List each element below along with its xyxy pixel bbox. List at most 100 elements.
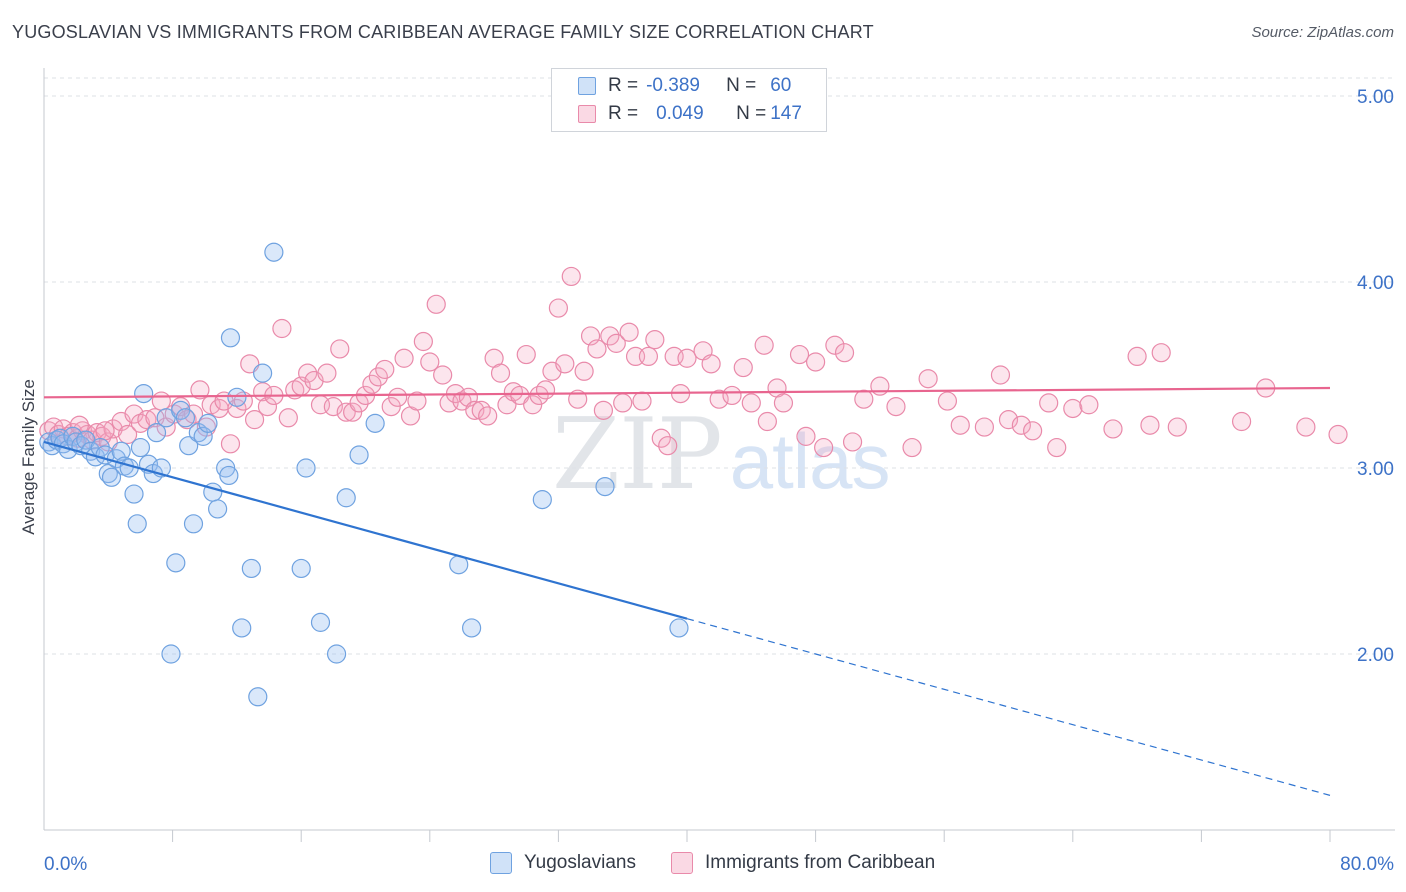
watermark-atlas: atlas <box>729 417 891 505</box>
caribbean-point <box>478 406 498 426</box>
caribbean-point <box>990 365 1011 385</box>
yugoslavian-point <box>326 644 347 664</box>
caribbean-point <box>317 363 337 383</box>
caribbean-point <box>645 330 665 350</box>
yugoslavian-point <box>220 328 241 348</box>
legend-swatch-pink <box>578 105 596 123</box>
legend-n-label: N = <box>726 75 757 96</box>
caribbean-point <box>272 318 292 339</box>
legend-r-value: 0.049 <box>656 103 704 124</box>
yugoslavian-point <box>175 408 196 428</box>
caribbean-point <box>613 393 633 413</box>
y-tick-label: 2.00 <box>1357 645 1394 666</box>
y-tick-label: 4.00 <box>1357 273 1394 294</box>
yugoslavian-point <box>227 387 247 407</box>
caribbean-point <box>937 391 958 411</box>
caribbean-point <box>95 421 115 441</box>
caribbean-point <box>240 354 260 374</box>
yugoslavian-point <box>232 618 252 638</box>
caribbean-point <box>227 398 247 419</box>
caribbean-point <box>587 339 607 359</box>
caribbean-point <box>789 344 810 365</box>
caribbean-point <box>974 417 994 437</box>
caribbean-point <box>1079 395 1099 415</box>
caribbean-point <box>825 335 845 355</box>
caribbean-point <box>244 410 265 430</box>
caribbean-point <box>870 376 890 396</box>
yugoslavian-point <box>208 499 228 519</box>
caribbean-point <box>381 397 401 417</box>
yugoslavian-point <box>98 463 118 484</box>
caribbean-point <box>741 393 761 413</box>
correlation-legend: R = -0.389 N = 60 R = 0.049 N = 147 <box>551 68 827 132</box>
caribbean-point <box>1063 398 1083 419</box>
caribbean-point <box>950 415 970 435</box>
caribbean-point <box>773 393 794 413</box>
caribbean-point <box>190 380 210 400</box>
legend-row-caribbean: R = 0.049 N = 147 <box>552 100 802 128</box>
x-tick-label: 80.0% <box>1340 854 1394 875</box>
series-legend-caribbean: Immigrants from Caribbean <box>671 852 935 874</box>
caribbean-point <box>220 434 241 454</box>
source-credit: Source: ZipAtlas.com <box>1251 24 1394 41</box>
series-legend: Yugoslavians Immigrants from Caribbean <box>0 852 1406 878</box>
yugoslavian-point <box>39 432 59 452</box>
caribbean-point <box>632 391 652 411</box>
caribbean-point <box>490 363 511 383</box>
caribbean-point <box>523 395 543 415</box>
series-label-caribbean: Immigrants from Caribbean <box>705 852 936 873</box>
caribbean-point <box>137 410 157 430</box>
y-axis-label: Average Family Size <box>19 379 38 535</box>
caribbean-point <box>1167 417 1187 437</box>
yugoslavian-point <box>219 465 239 486</box>
yugoslavian-point <box>241 558 261 579</box>
caribbean-point <box>420 352 440 372</box>
yugoslavian-point <box>198 413 218 433</box>
axes <box>43 68 1395 842</box>
caribbean-point <box>757 411 777 432</box>
caribbean-point <box>426 294 446 314</box>
caribbean-point <box>510 385 530 406</box>
yugoslavian-point <box>134 384 154 404</box>
caribbean-point <box>619 322 639 342</box>
caribbean-point <box>722 385 742 406</box>
caribbean-point <box>754 335 774 355</box>
zipatlas-watermark: ZIP atlas <box>552 398 891 512</box>
caribbean-point <box>388 387 408 407</box>
caribbean-point <box>733 357 753 378</box>
caribbean-point <box>658 436 678 456</box>
caribbean-point <box>330 339 350 359</box>
yugoslavian-point <box>161 644 181 664</box>
caribbean-point <box>677 348 697 368</box>
caribbean-point <box>902 437 922 458</box>
caribbean-point <box>561 266 581 287</box>
yugoslavian-point <box>595 477 615 497</box>
yugoslavian-point <box>310 612 331 632</box>
caribbean-point <box>298 363 318 383</box>
series-label-yugoslavians: Yugoslavians <box>524 852 636 873</box>
yugoslavian-point <box>336 488 356 508</box>
caribbean-point <box>796 426 816 446</box>
caribbean-point <box>336 402 356 422</box>
yugoslavian-point <box>124 484 144 504</box>
caribbean-point <box>516 344 536 365</box>
yugoslavian-point <box>130 437 151 458</box>
y-tick-label: 5.00 <box>1357 87 1394 108</box>
y-tick-label: 3.00 <box>1357 459 1394 480</box>
caribbean-point <box>574 361 594 381</box>
caribbean-point <box>606 333 626 353</box>
caribbean-point <box>343 402 363 422</box>
legend-n-value: 147 <box>770 103 802 124</box>
caribbean-point <box>701 354 721 374</box>
caribbean-point <box>854 389 874 409</box>
caribbean-point <box>1011 415 1031 435</box>
legend-r-label: R = <box>608 103 639 124</box>
caribbean-point <box>407 391 427 411</box>
series-swatch-blue <box>490 852 512 874</box>
yugoslavian-point <box>532 490 552 510</box>
caribbean-point <box>709 389 729 409</box>
caribbean-point <box>600 326 620 346</box>
yugoslavian-point <box>146 423 167 443</box>
caribbean-point <box>651 428 671 448</box>
